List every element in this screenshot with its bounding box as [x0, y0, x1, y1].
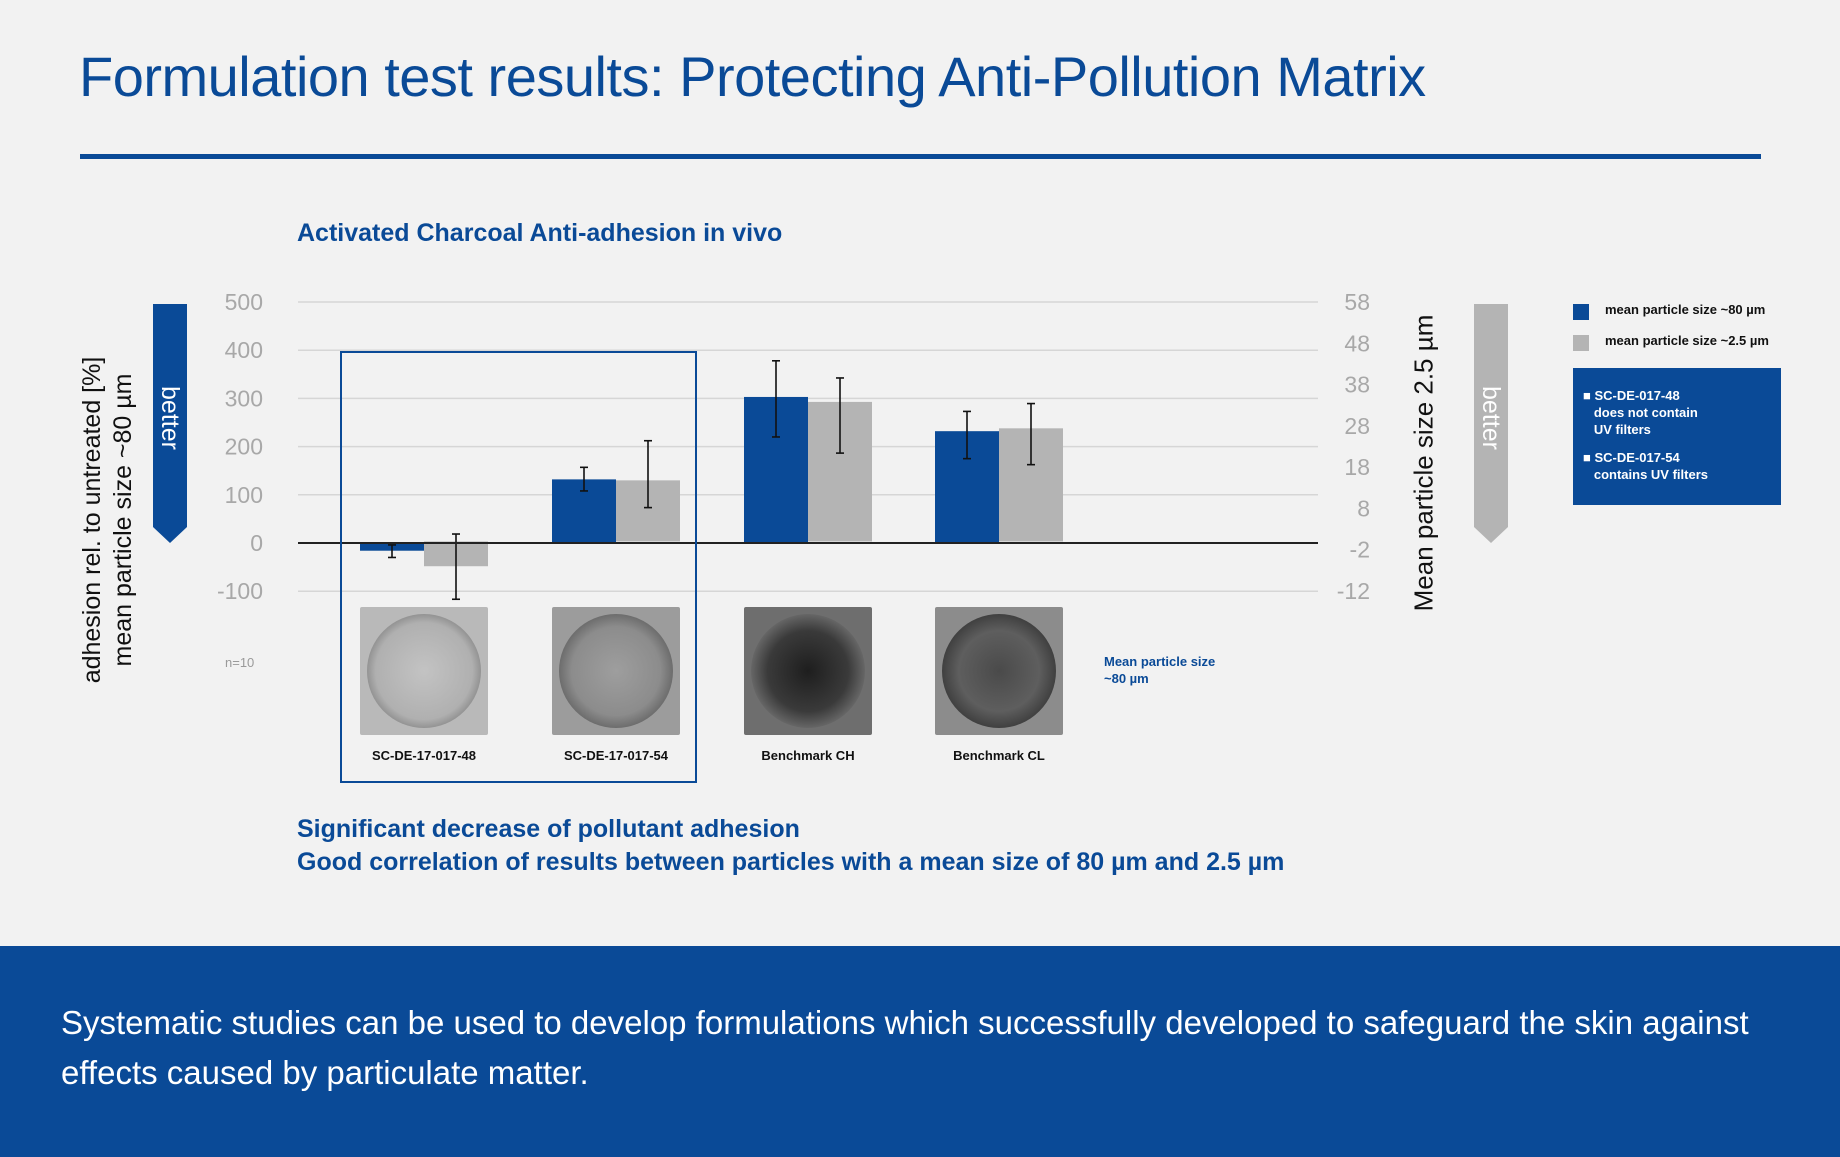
- y-tick-label-left: 500: [225, 289, 263, 315]
- y-tick-label-right: 28: [1344, 413, 1370, 439]
- y-tick-label-left: -100: [217, 578, 263, 604]
- y-tick-label-right: 58: [1344, 289, 1370, 315]
- y-tick-label-right: -2: [1350, 537, 1370, 563]
- y-tick-label-left: 0: [250, 530, 263, 556]
- info-item-48-line2: does not contain: [1593, 405, 1698, 420]
- category-label: SC-DE-17-017-54: [563, 748, 669, 763]
- photo-note-line2: ~80 µm: [1104, 671, 1149, 686]
- info-item-54-line1: SC-DE-017-54: [1594, 450, 1680, 465]
- category-label: SC-DE-17-017-48: [371, 748, 477, 763]
- better-label-right: better: [1477, 386, 1505, 450]
- chart-title: Activated Charcoal Anti-adhesion in vivo: [297, 219, 783, 247]
- legend-swatch-2-5um: [1573, 335, 1589, 351]
- y-tick-label-right: 48: [1344, 330, 1370, 356]
- y-tick-label-right: 18: [1344, 454, 1370, 480]
- highlight-box: [340, 351, 697, 783]
- y-tick-label-right: 8: [1357, 495, 1370, 521]
- chart-area: 500 400 300 200 100 0 -100 58 48 38 28 18 8 -2 -12 bett…: [153, 289, 1508, 783]
- sample-photo-benchmark-ch: [744, 607, 872, 735]
- better-arrow-right: [1474, 304, 1508, 543]
- y-tick-label-right: 38: [1344, 372, 1370, 398]
- info-box: ■ SC-DE-017-48 does not contain UV filte…: [1573, 368, 1781, 505]
- page-title: Formulation test results: Protecting Ant…: [79, 45, 1426, 108]
- info-item-48: ■ SC-DE-017-48 does not contain UV filte…: [1583, 388, 1698, 437]
- category-label: Benchmark CL: [953, 748, 1045, 763]
- legend-item-2-5um: mean particle size ~2.5 µm: [1605, 333, 1769, 348]
- sample-photo-54: [552, 607, 680, 735]
- legend-item-80um: mean particle size ~80 µm: [1605, 302, 1766, 317]
- better-arrow-left: [153, 304, 187, 543]
- footer-text: Systematic studies can be used to develo…: [61, 1004, 1749, 1091]
- findings: Significant decrease of pollutant adhesi…: [297, 813, 1284, 879]
- info-item-54: ■ SC-DE-017-54 contains UV filters: [1583, 450, 1708, 482]
- y-tick-label-left: 200: [225, 434, 263, 460]
- photo-note: Mean particle size ~80 µm: [1104, 653, 1215, 687]
- photo-note-line1: Mean particle size: [1104, 654, 1216, 669]
- category-label: Benchmark CH: [761, 748, 855, 763]
- better-label-left: better: [156, 386, 184, 450]
- sample-photo-benchmark-cl: [935, 607, 1063, 735]
- legend-swatch-80um: [1573, 304, 1589, 320]
- info-item-48-line3: UV filters: [1593, 422, 1651, 437]
- left-axis-label-line2: mean particle size ~80 µm: [109, 373, 137, 667]
- sample-size-label: n=10: [225, 655, 255, 670]
- y-tick-label-right: -12: [1337, 578, 1370, 604]
- right-axis-label-text: Mean particle size 2.5 µm: [1408, 314, 1439, 612]
- left-axis-label-line1: adhesion rel. to untreated [%]: [78, 356, 106, 684]
- finding-line1: Significant decrease of pollutant adhesi…: [297, 815, 800, 843]
- y-tick-label-left: 400: [225, 337, 263, 363]
- title-rule: [80, 154, 1761, 159]
- info-item-54-line2: contains UV filters: [1593, 467, 1708, 482]
- sample-photo-48: [360, 607, 488, 735]
- y-tick-label-left: 100: [225, 482, 263, 508]
- footer-banner: Systematic studies can be used to develo…: [0, 946, 1840, 1157]
- info-item-48-line1: SC-DE-017-48: [1594, 388, 1680, 403]
- finding-line2: Good correlation of results between part…: [297, 848, 1285, 876]
- y-tick-label-left: 300: [225, 385, 263, 411]
